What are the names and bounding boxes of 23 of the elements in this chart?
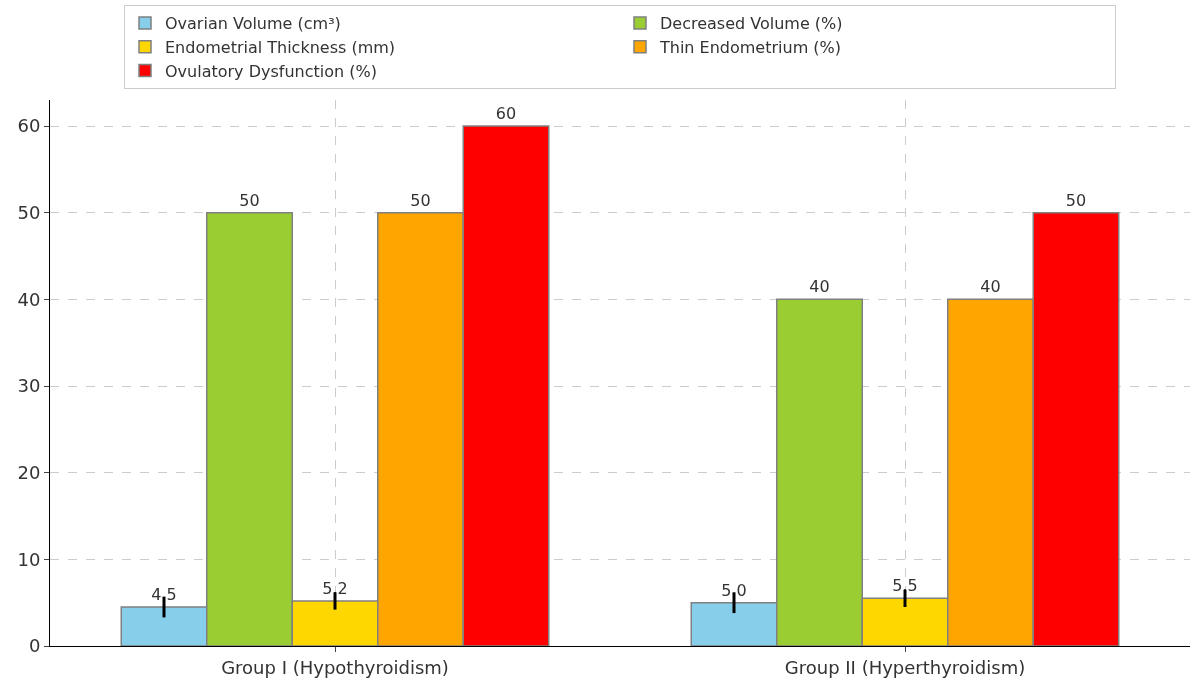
data-label: 5.5 — [892, 576, 918, 596]
y-tick-label: 60 — [17, 115, 41, 137]
y-tick-label: 50 — [17, 201, 41, 223]
legend-label: Ovulatory Dysfunction (%) — [165, 61, 377, 81]
x-tick-label: Group II (Hyperthyroidism) — [784, 656, 1026, 678]
data-label: 40 — [980, 277, 1001, 297]
legend-label: Decreased Volume (%) — [660, 14, 843, 34]
legend-label: Thin Endometrium (%) — [659, 38, 842, 58]
y-tick-label: 0 — [28, 635, 41, 657]
y-tick-label: 30 — [17, 375, 41, 397]
data-label: 50 — [1065, 190, 1087, 210]
y-tick-label: 20 — [17, 461, 41, 483]
legend-label: Ovarian Volume (cm³) — [165, 14, 341, 34]
y-tick-label: 40 — [17, 288, 41, 310]
data-label: 60 — [495, 104, 517, 123]
y-tick-label: 10 — [17, 548, 41, 570]
data-label: 40 — [809, 277, 830, 297]
data-label: 4.5 — [151, 585, 177, 604]
data-label: 5.2 — [322, 578, 348, 598]
data-label: 50 — [239, 190, 260, 210]
data-label: 50 — [410, 190, 431, 210]
x-tick-label: Group I (Hypothyroidism) — [221, 656, 449, 678]
legend-label: Endometrial Thickness (mm) — [165, 38, 396, 58]
